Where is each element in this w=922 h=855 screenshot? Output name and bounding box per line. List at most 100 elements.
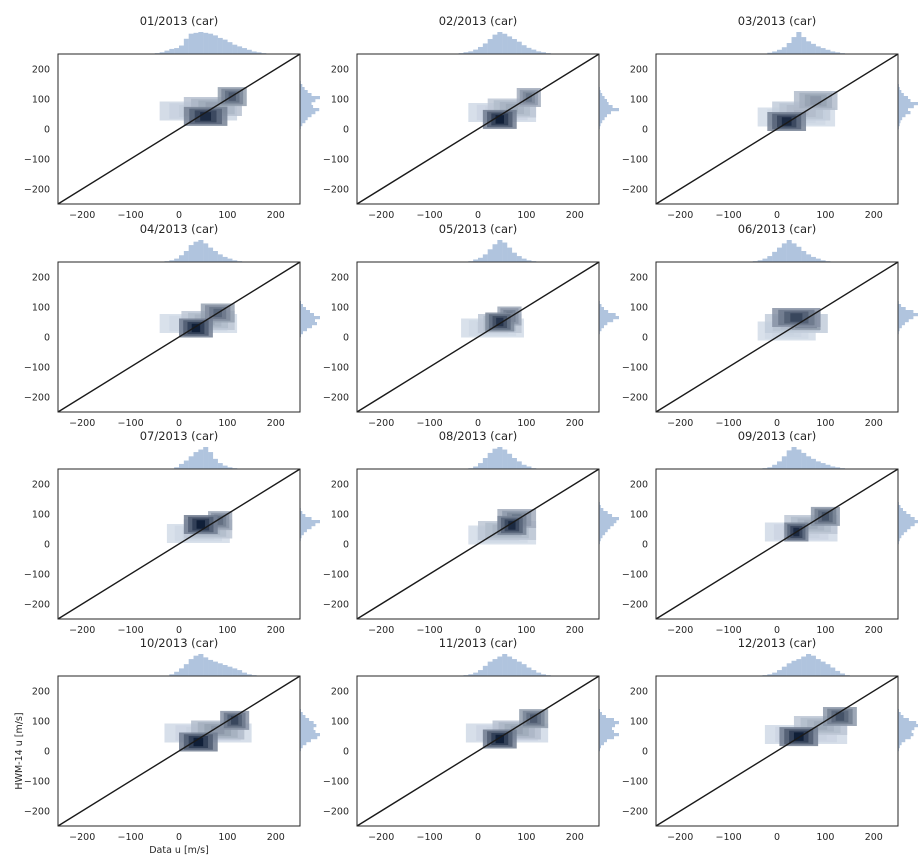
y-marginal-bar xyxy=(898,529,908,533)
y-marginal-bar xyxy=(300,316,320,320)
y-marginal-bar xyxy=(300,93,312,97)
subplot-3: 03/2013 (car) −200 −100 0 100 200 −200 −100 0 100… xyxy=(622,14,918,221)
x-marginal-bar xyxy=(540,52,546,54)
x-marginal-bar xyxy=(526,260,532,262)
x-marginal-bar xyxy=(222,39,228,54)
x-marginal-bar xyxy=(806,41,812,54)
x-marginal-bar xyxy=(222,465,228,469)
y-tick-label: −100 xyxy=(24,155,50,166)
x-tick-label: 200 xyxy=(865,418,883,429)
x-tick-label: 100 xyxy=(816,832,834,843)
x-marginal-bar xyxy=(835,467,841,469)
plot-area xyxy=(357,676,599,826)
x-tick-label: −200 xyxy=(69,418,95,429)
x-marginal-bar xyxy=(174,48,180,54)
x-marginal-bar xyxy=(791,660,797,676)
y-marginal-bar xyxy=(599,111,611,115)
x-marginal-bar xyxy=(208,247,214,262)
y-marginal-bar xyxy=(599,712,602,716)
x-marginal-bar xyxy=(222,256,228,262)
x-tick-label: 0 xyxy=(475,625,481,636)
y-marginal-bar xyxy=(300,313,314,317)
y-marginal-bar xyxy=(599,310,609,314)
y-marginal-bar xyxy=(599,316,619,320)
x-marginal-bar xyxy=(256,52,262,54)
y-tick-label: 200 xyxy=(331,480,349,491)
y-marginal-bar xyxy=(599,117,605,121)
subplot-6: 06/2013 (car) −200 −100 0 100 200 −200 −100 0 100… xyxy=(622,222,918,429)
x-tick-label: 0 xyxy=(774,210,780,221)
x-tick-label: 0 xyxy=(176,832,182,843)
x-marginal-bar xyxy=(188,659,194,676)
density-cell xyxy=(231,716,239,725)
reference-line xyxy=(58,54,300,204)
x-marginal-bar xyxy=(174,467,180,469)
y-marginal-bar xyxy=(898,511,907,515)
x-marginal-bar xyxy=(801,37,807,54)
x-marginal-bar xyxy=(772,464,778,469)
x-marginal-bar xyxy=(164,50,170,54)
x-marginal-bar xyxy=(232,260,238,262)
y-marginal-bar xyxy=(300,325,312,329)
plot-area xyxy=(357,262,599,412)
density-cell xyxy=(191,323,201,333)
x-marginal-bar xyxy=(497,656,503,676)
x-tick-label: 100 xyxy=(517,832,535,843)
y-tick-label: 100 xyxy=(331,303,349,314)
plot-area xyxy=(58,262,300,412)
y-marginal-bar xyxy=(599,730,614,734)
x-tick-label: −100 xyxy=(417,210,443,221)
x-marginal-bar xyxy=(516,461,522,469)
x-marginal-bar xyxy=(531,670,537,676)
x-marginal-bar xyxy=(767,467,773,469)
y-marginal-bar xyxy=(300,102,312,106)
y-marginal-bar xyxy=(599,322,608,326)
x-marginal-bar xyxy=(193,241,199,262)
axes-frame xyxy=(57,675,301,827)
density-cell xyxy=(193,737,204,747)
density-cell xyxy=(835,712,845,721)
y-marginal-bar xyxy=(599,307,604,311)
y-marginal-bar xyxy=(300,520,320,524)
x-marginal-bar xyxy=(521,258,527,262)
y-marginal-bar xyxy=(599,304,602,308)
x-marginal-bar xyxy=(777,49,783,54)
reference-line xyxy=(357,676,599,826)
y-tick-label: 0 xyxy=(343,540,349,551)
y-marginal-bar xyxy=(300,105,314,109)
axes-frame xyxy=(655,468,899,620)
y-tick-label: 200 xyxy=(630,480,648,491)
x-marginal-bar xyxy=(482,254,488,262)
y-marginal-bar xyxy=(300,99,316,103)
axes-frame xyxy=(655,53,899,205)
x-tick-label: −200 xyxy=(69,625,95,636)
x-marginal-bar xyxy=(762,258,768,262)
y-marginal-bar xyxy=(898,111,911,115)
y-marginal-bar xyxy=(599,535,603,539)
x-tick-label: 0 xyxy=(176,418,182,429)
y-marginal-bar xyxy=(599,105,613,109)
y-marginal-bar xyxy=(300,123,303,127)
x-marginal-bar xyxy=(468,674,474,676)
y-marginal-bar xyxy=(898,310,914,314)
y-marginal-bar xyxy=(300,511,303,515)
x-marginal-bar xyxy=(502,654,508,676)
x-marginal-bar xyxy=(516,256,522,262)
x-marginal-bar xyxy=(502,449,508,469)
x-marginal-bar xyxy=(473,466,479,469)
y-marginal-bar xyxy=(898,718,909,722)
y-marginal-bar xyxy=(599,739,607,743)
x-marginal-bar xyxy=(507,36,513,54)
y-marginal-bar xyxy=(599,114,607,118)
y-marginal-bar xyxy=(599,538,601,542)
x-marginal-bar xyxy=(487,452,493,469)
x-marginal-bar xyxy=(478,463,484,469)
x-marginal-bar xyxy=(174,258,180,262)
y-marginal-bar xyxy=(898,739,906,743)
y-tick-label: −100 xyxy=(323,570,349,581)
subplot-title: 08/2013 (car) xyxy=(439,429,518,443)
x-tick-label: −200 xyxy=(69,210,95,221)
y-marginal-bar xyxy=(300,742,307,746)
y-marginal-bar xyxy=(599,90,601,94)
x-marginal-bar xyxy=(478,670,484,676)
